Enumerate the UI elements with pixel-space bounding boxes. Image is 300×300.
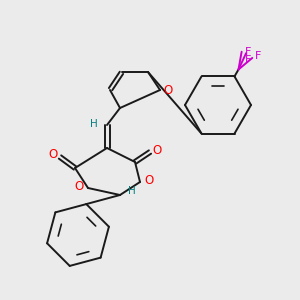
Text: H: H bbox=[128, 186, 136, 196]
Text: O: O bbox=[144, 175, 154, 188]
Text: O: O bbox=[74, 181, 84, 194]
Text: O: O bbox=[164, 83, 172, 97]
Text: F: F bbox=[245, 55, 251, 65]
Text: H: H bbox=[90, 119, 98, 129]
Text: O: O bbox=[152, 143, 162, 157]
Text: F: F bbox=[244, 47, 251, 57]
Text: F: F bbox=[255, 51, 262, 61]
Text: O: O bbox=[48, 148, 58, 161]
